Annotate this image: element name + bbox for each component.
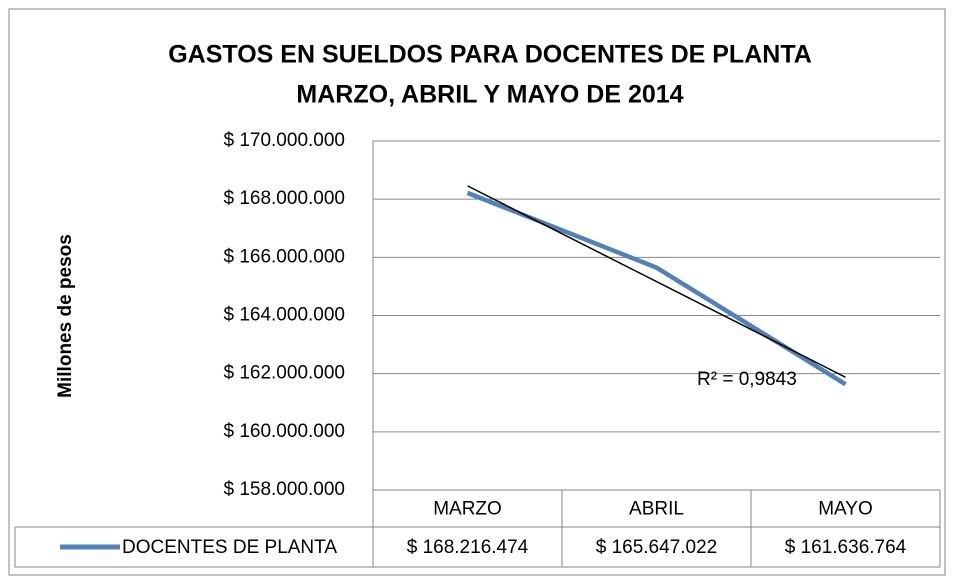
table-value: $ 161.636.764	[785, 537, 907, 558]
y-tick-label: $ 170.000.000	[223, 130, 345, 151]
chart-border	[8, 8, 946, 576]
y-tick-label: $ 158.000.000	[223, 479, 345, 500]
x-tick-label: MAYO	[818, 499, 873, 520]
y-tick-label: $ 168.000.000	[223, 188, 345, 209]
trendline	[467, 185, 846, 378]
y-axis-label: Millones de pesos	[55, 234, 76, 398]
chart-title: MARZO, ABRIL Y MAYO DE 2014	[296, 81, 683, 109]
x-tick-label: ABRIL	[629, 499, 684, 520]
chart-title: GASTOS EN SUELDOS PARA DOCENTES DE PLANT…	[168, 41, 812, 69]
table-value: $ 168.216.474	[407, 537, 529, 558]
x-tick-label: MARZO	[433, 499, 502, 520]
table-value: $ 165.647.022	[596, 537, 718, 558]
y-tick-label: $ 162.000.000	[223, 363, 345, 384]
y-tick-label: $ 164.000.000	[223, 305, 345, 326]
trendline-annotation: R² = 0,9843	[697, 369, 797, 390]
y-tick-label: $ 166.000.000	[223, 246, 345, 267]
y-tick-label: $ 160.000.000	[223, 421, 345, 442]
legend-label: DOCENTES DE PLANTA	[122, 537, 337, 558]
